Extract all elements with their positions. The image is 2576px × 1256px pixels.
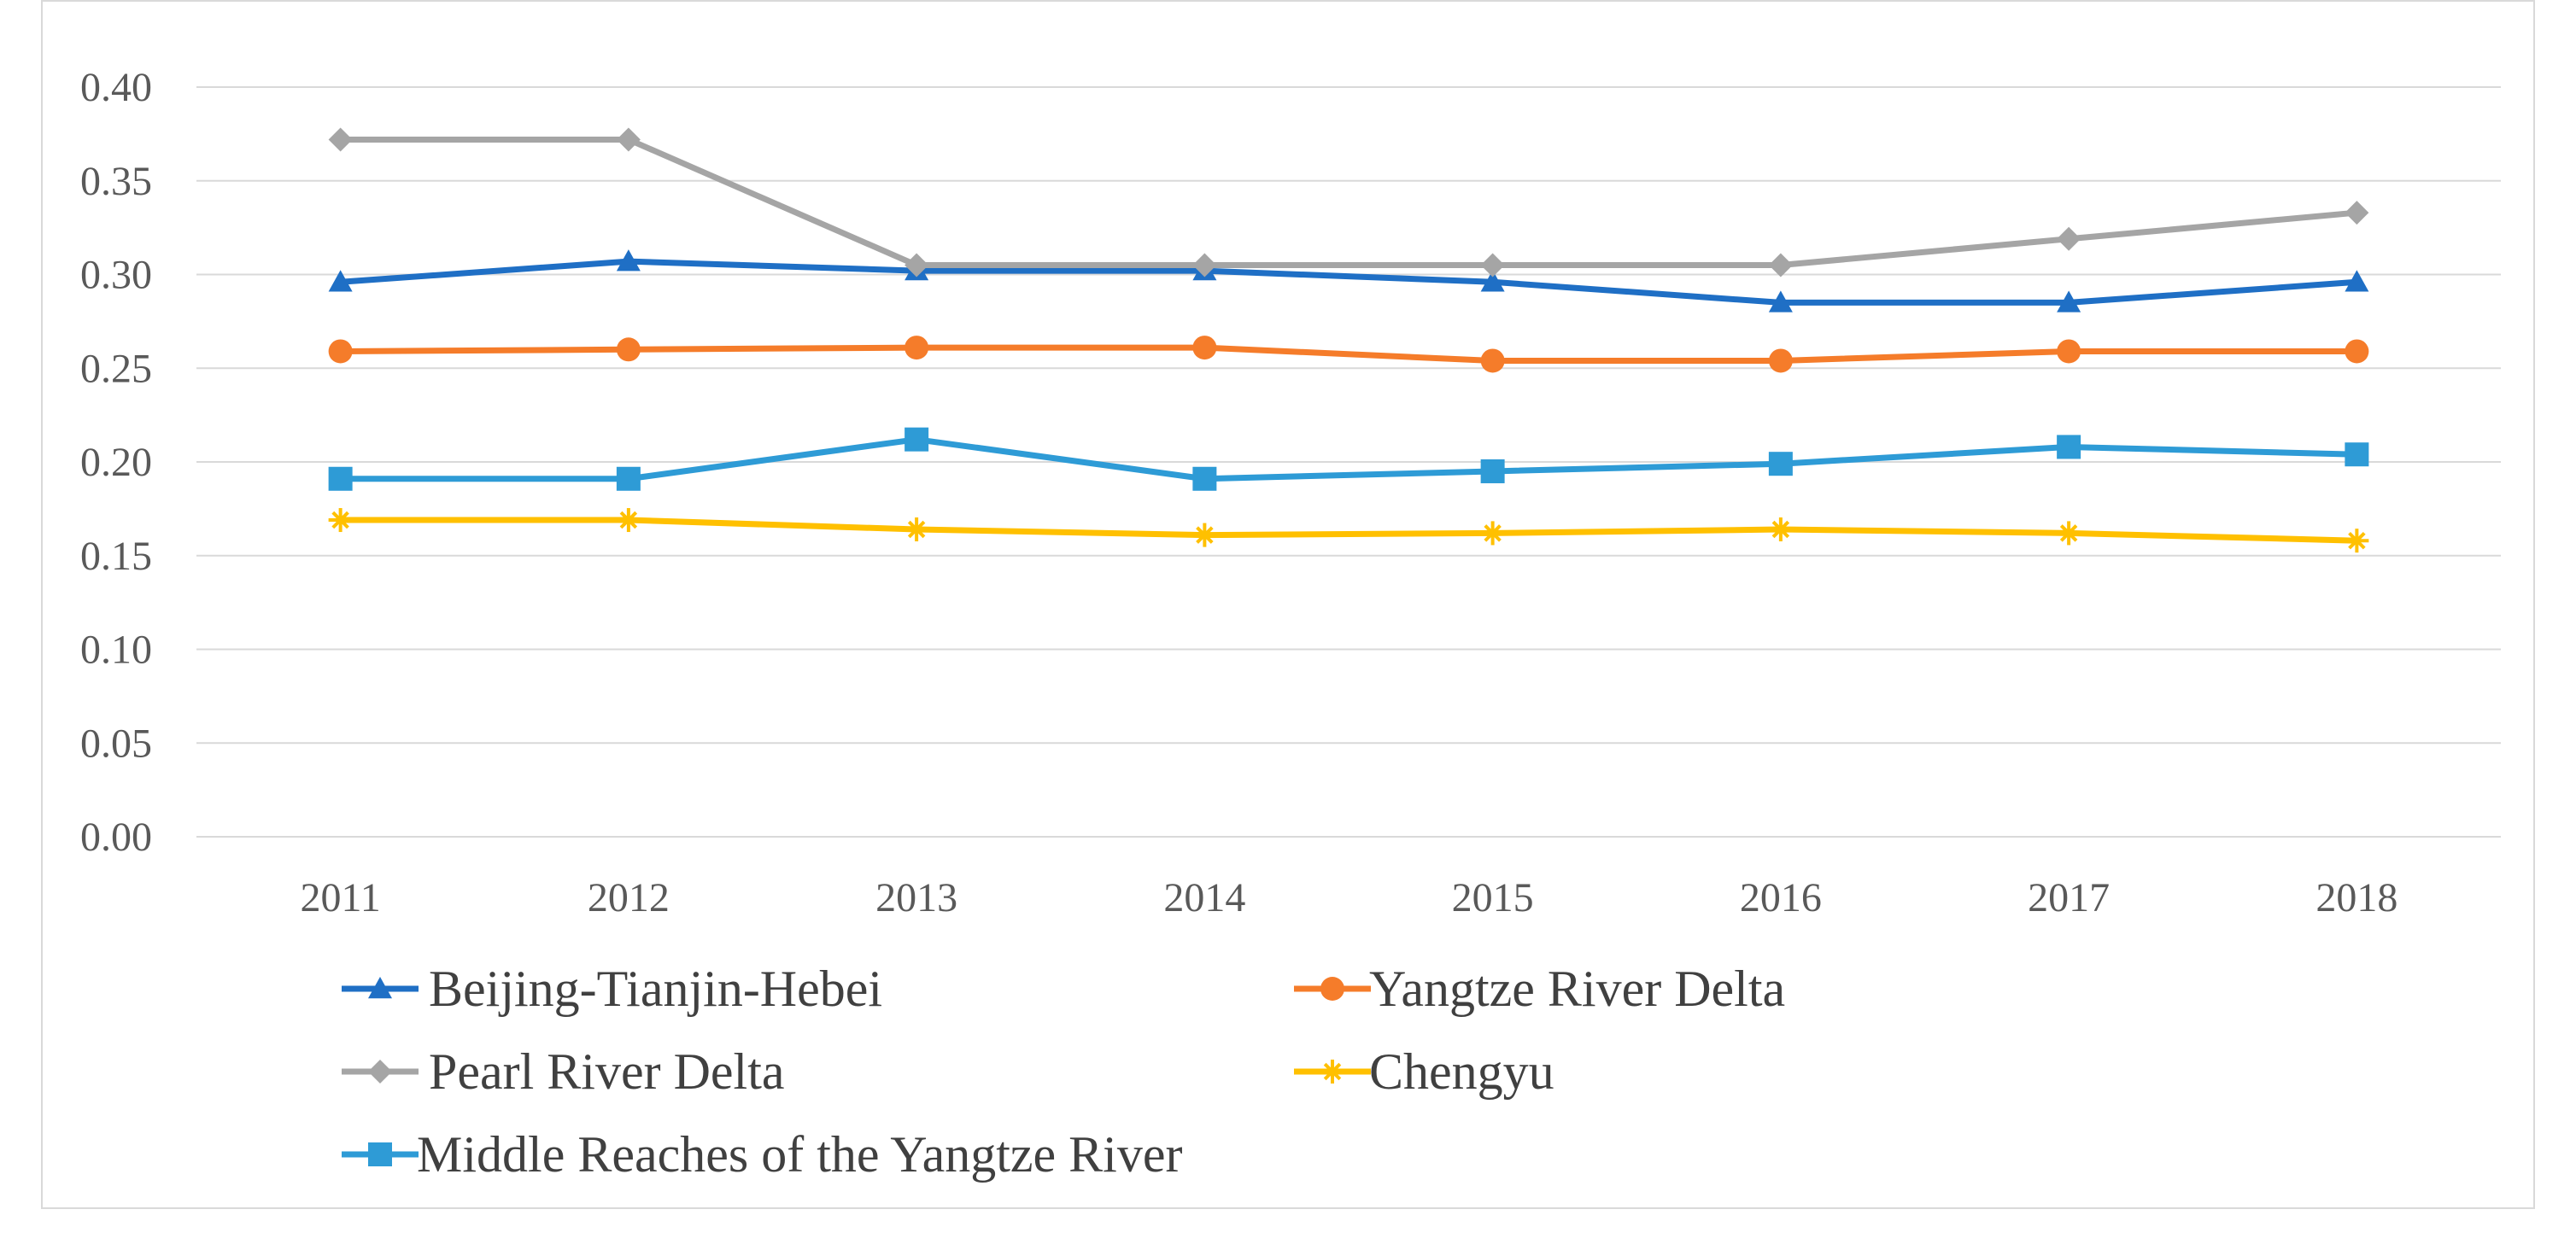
series-line xyxy=(340,258,2357,306)
data-point xyxy=(328,466,353,491)
data-point xyxy=(1192,253,1217,277)
x-tick-label: 2015 xyxy=(1452,875,1534,920)
chart-frame xyxy=(41,0,2535,1209)
data-point xyxy=(616,466,641,491)
series-lines xyxy=(328,127,2369,553)
x-tick-label: 2016 xyxy=(1740,875,1822,920)
legend-label: Yangtze River Delta xyxy=(1369,961,1785,1017)
data-point xyxy=(1768,452,1793,476)
data-point xyxy=(328,127,353,152)
data-point xyxy=(1768,290,1793,313)
data-point xyxy=(1480,270,1505,292)
y-axis-tick-labels: 0.00 0.05 0.10 0.15 0.20 0.25 0.30 0.35 0.40 xyxy=(80,65,152,860)
data-point xyxy=(2057,339,2081,364)
x-tick-label: 2017 xyxy=(2028,875,2110,920)
series-line xyxy=(340,344,2357,364)
x-tick-label: 2018 xyxy=(2315,875,2397,920)
data-point xyxy=(1480,348,1505,373)
legend-marker xyxy=(1320,1060,1344,1084)
y-tick-label: 0.40 xyxy=(80,65,152,110)
data-point xyxy=(616,337,641,362)
x-tick-label: 2012 xyxy=(588,875,670,920)
y-tick-label: 0.00 xyxy=(80,815,152,860)
series-line xyxy=(340,517,2357,544)
legend-label: Beijing-Tianjin-Hebei xyxy=(429,961,882,1017)
data-point xyxy=(616,127,641,152)
data-point xyxy=(2057,435,2081,459)
y-tick-label: 0.15 xyxy=(80,534,152,579)
legend-marker xyxy=(368,1142,392,1166)
legend-marker xyxy=(368,1060,392,1084)
legend-label: Chengyu xyxy=(1369,1043,1554,1100)
data-point xyxy=(1480,459,1505,483)
y-tick-label: 0.30 xyxy=(80,253,152,298)
legend-item: Pearl River Delta xyxy=(342,1043,785,1100)
data-point xyxy=(1192,466,1217,491)
data-point xyxy=(1768,253,1793,277)
legend-marker xyxy=(1320,977,1344,1001)
data-point xyxy=(2345,270,2369,292)
data-point xyxy=(616,508,641,533)
data-point xyxy=(1768,348,1793,373)
data-point xyxy=(1480,253,1505,277)
series-chengyu xyxy=(328,508,2369,553)
data-point xyxy=(2345,529,2369,553)
legend-label: Pearl River Delta xyxy=(429,1043,785,1100)
data-point xyxy=(328,339,353,364)
legend-item: Middle Reaches of the Yangtze River xyxy=(342,1126,1182,1183)
series-pearl-river-delta xyxy=(328,127,2369,277)
y-tick-label: 0.35 xyxy=(80,159,152,204)
y-tick-label: 0.05 xyxy=(80,721,152,766)
data-point xyxy=(905,253,929,277)
legend-item: Beijing-Tianjin-Hebei xyxy=(342,961,882,1017)
data-point xyxy=(905,336,929,360)
data-point xyxy=(328,508,353,533)
legend-item: Chengyu xyxy=(1294,1043,1554,1100)
data-point xyxy=(2057,290,2081,313)
data-point xyxy=(1768,517,1793,542)
x-tick-label: 2014 xyxy=(1163,875,1245,920)
data-point xyxy=(905,517,929,542)
x-tick-label: 2011 xyxy=(301,875,381,920)
data-point xyxy=(1192,336,1217,360)
legend-item: Yangtze River Delta xyxy=(1294,961,1785,1017)
gridlines xyxy=(196,86,2501,838)
data-point xyxy=(2057,226,2081,251)
legend-marker xyxy=(368,977,392,999)
x-axis-tick-labels: 2011 2012 2013 2014 2015 2016 2017 2018 xyxy=(301,875,2398,920)
data-point xyxy=(905,427,929,452)
data-point xyxy=(616,249,641,272)
data-point xyxy=(2057,521,2081,546)
legend-label: Middle Reaches of the Yangtze River xyxy=(417,1126,1182,1183)
series-line xyxy=(340,136,2357,269)
x-tick-label: 2013 xyxy=(875,875,957,920)
series-yangtze-river-delta xyxy=(328,336,2369,373)
data-point xyxy=(2345,339,2369,364)
series-line xyxy=(340,436,2357,482)
data-point xyxy=(328,270,353,292)
legend: Beijing-Tianjin-Hebei Yangtze River Delta… xyxy=(342,961,1785,1183)
data-point xyxy=(1192,523,1217,547)
y-tick-label: 0.10 xyxy=(80,628,152,673)
data-point xyxy=(2345,201,2369,225)
y-tick-label: 0.25 xyxy=(80,346,152,391)
y-tick-label: 0.20 xyxy=(80,440,152,485)
series-beijing-tianjin-hebei xyxy=(328,249,2369,313)
series-middle-reaches-of-the-yangtze-river xyxy=(328,427,2369,491)
data-point xyxy=(1480,521,1505,546)
data-point xyxy=(2345,442,2369,467)
